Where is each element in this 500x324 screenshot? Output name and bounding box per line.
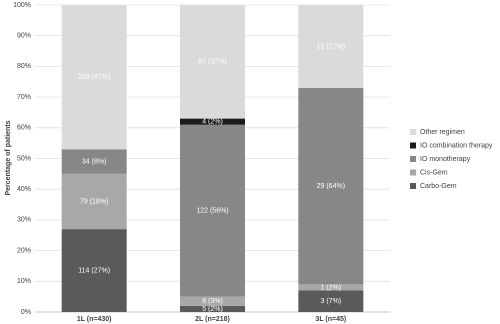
bar-segment: [298, 284, 364, 291]
y-tick-label: 10%: [17, 278, 31, 285]
data-label: 203 (47%): [78, 74, 110, 81]
data-label: 3 (7%): [321, 298, 342, 305]
bar-segment: [180, 296, 245, 306]
y-tick-label: 90%: [17, 33, 31, 40]
y-tick-label: 60%: [17, 125, 31, 132]
bar-segment: [61, 173, 127, 230]
data-label: 6 (3%): [202, 298, 223, 305]
legend-swatch: [410, 183, 416, 189]
bar-segment: [61, 5, 127, 150]
x-tick-label: 3L (n=45): [315, 316, 346, 323]
y-tick-label: 70%: [17, 94, 31, 101]
x-tick-label: 1L (n=430): [77, 316, 112, 323]
legend-label: IO monotherapy: [420, 156, 471, 163]
bar-segment: [180, 5, 245, 119]
data-label: 1 (2%): [321, 284, 342, 291]
legend-label: Cis-Gem: [420, 169, 448, 176]
y-tick-label: 40%: [17, 186, 31, 193]
bar-segment: [298, 87, 364, 285]
data-label: 5 (2%): [202, 306, 223, 313]
y-tick-label: 50%: [17, 155, 31, 162]
data-label: 81 (37%): [198, 59, 226, 66]
data-label: 34 (8%): [82, 158, 107, 165]
legend-label: Other regimen: [420, 129, 465, 136]
y-tick-label: 0%: [21, 309, 31, 316]
legend-swatch: [410, 129, 416, 135]
data-label: 122 (56%): [196, 208, 228, 215]
y-tick-label: 100%: [13, 2, 31, 9]
y-axis-title: Percentage of patients: [5, 120, 12, 195]
bar-segment: [180, 124, 245, 297]
x-tick-label: 2L (n=218): [195, 316, 230, 323]
bar-segment: [180, 305, 245, 312]
legend-swatch: [410, 169, 416, 176]
y-tick-label: 80%: [17, 63, 31, 70]
legend-swatch: [410, 142, 416, 149]
bar-segment: [180, 118, 245, 125]
legend-label: Carbo-Gem: [420, 183, 457, 190]
bar-segment: [298, 290, 364, 312]
data-label: 114 (27%): [78, 267, 110, 274]
bar-segment: [61, 149, 127, 174]
data-label: 29 (64%): [317, 183, 345, 190]
y-tick-label: 30%: [17, 217, 31, 224]
data-label: 4 (2%): [202, 119, 223, 126]
data-label: 79 (18%): [80, 198, 108, 205]
bar-segment: [61, 229, 127, 312]
legend-label: IO combination therapy: [420, 142, 493, 149]
y-tick-label: 20%: [17, 247, 31, 254]
data-label: 12 (27%): [317, 43, 345, 50]
bar-segment: [298, 5, 364, 88]
legend-swatch: [410, 156, 416, 162]
